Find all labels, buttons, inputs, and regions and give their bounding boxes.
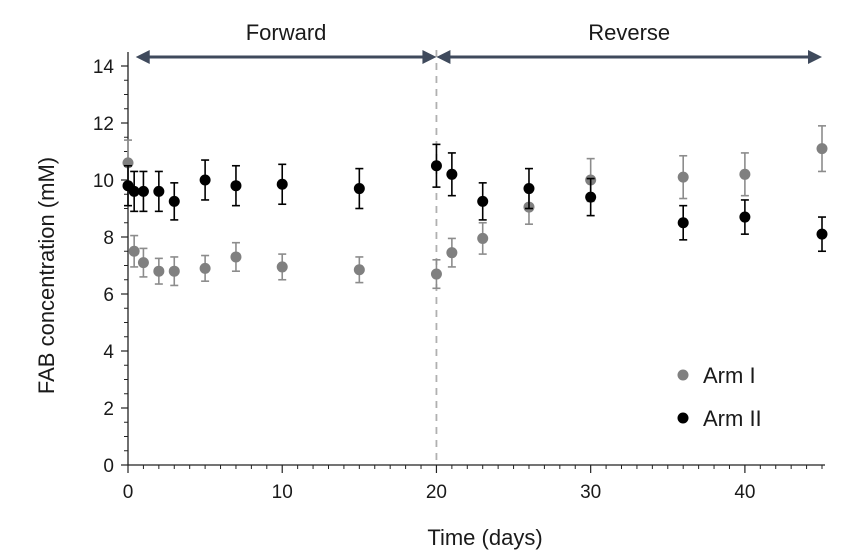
data-point xyxy=(153,265,165,277)
data-point xyxy=(816,228,828,240)
data-point xyxy=(276,261,288,273)
arrow-head-left xyxy=(436,50,451,64)
phase-annotations: Forward Reverse xyxy=(135,20,822,465)
y-tick-label: 12 xyxy=(93,114,114,135)
data-point xyxy=(816,143,828,155)
data-point xyxy=(137,257,149,269)
legend-label: Arm II xyxy=(703,406,762,431)
x-tick-label: 10 xyxy=(272,482,293,503)
data-point xyxy=(739,211,751,223)
y-tick-label: 0 xyxy=(103,456,114,477)
y-tick-label: 10 xyxy=(93,171,114,192)
data-point xyxy=(477,232,489,244)
data-point xyxy=(153,185,165,197)
data-point xyxy=(128,185,140,197)
y-tick-label: 14 xyxy=(93,57,115,78)
data-point xyxy=(477,195,489,207)
x-tick-label: 20 xyxy=(426,482,447,503)
y-axis-title: FAB concentration (mM) xyxy=(34,157,59,394)
series-arm-i xyxy=(122,125,828,290)
series-arm-ii xyxy=(122,143,828,253)
y-tick-label: 2 xyxy=(103,399,114,420)
data-point xyxy=(276,178,288,190)
phase-label: Reverse xyxy=(588,20,670,45)
data-point xyxy=(430,160,442,172)
legend-label: Arm I xyxy=(703,363,756,388)
data-point xyxy=(739,168,751,180)
x-tick-label: 40 xyxy=(734,482,755,503)
data-point xyxy=(199,174,211,186)
data-point xyxy=(430,268,442,280)
y-tick-label: 6 xyxy=(103,285,114,306)
data-point xyxy=(585,191,597,203)
arrow-head-left xyxy=(135,50,150,64)
data-point xyxy=(137,185,149,197)
phase-reverse: Reverse xyxy=(436,20,822,64)
data-point xyxy=(199,262,211,274)
legend-entry: Arm II xyxy=(677,406,762,431)
data-point xyxy=(128,245,140,257)
legend-entry: Arm I xyxy=(677,363,756,388)
y-tick-label: 8 xyxy=(103,228,114,249)
data-point xyxy=(230,180,242,192)
axes: 0 2 4 6 8 10 12 14 0 10 20 30 40 Time (days) FAB conce… xyxy=(34,52,825,550)
x-tick-label: 0 xyxy=(123,482,134,503)
legend: Arm I Arm II xyxy=(677,363,762,431)
data-point xyxy=(446,168,458,180)
data-point xyxy=(230,251,242,263)
phase-label: Forward xyxy=(246,20,327,45)
data-point xyxy=(523,183,535,195)
data-point xyxy=(677,217,689,229)
x-axis-title: Time (days) xyxy=(427,525,542,550)
arrow-head-right xyxy=(808,50,822,64)
data-point xyxy=(353,183,365,195)
data-point xyxy=(353,264,365,276)
arrow-head-right xyxy=(422,50,437,64)
legend-marker xyxy=(677,369,689,381)
legend-marker xyxy=(677,412,689,424)
y-tick-label: 4 xyxy=(103,342,114,363)
x-tick-label: 30 xyxy=(580,482,601,503)
data-marks xyxy=(122,125,828,290)
phase-forward: Forward xyxy=(135,20,437,64)
data-point xyxy=(168,195,180,207)
data-point xyxy=(677,171,689,183)
data-point xyxy=(446,247,458,259)
data-point xyxy=(168,265,180,277)
